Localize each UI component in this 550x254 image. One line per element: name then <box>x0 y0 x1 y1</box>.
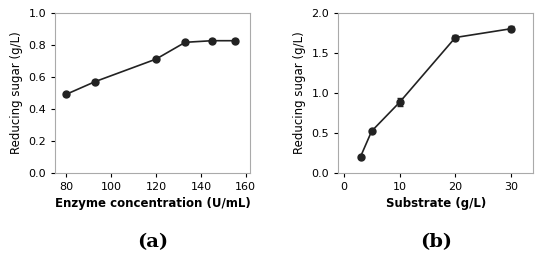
Y-axis label: Reducing sugar (g/L): Reducing sugar (g/L) <box>293 31 306 154</box>
Text: (a): (a) <box>137 233 168 251</box>
X-axis label: Substrate (g/L): Substrate (g/L) <box>386 197 486 210</box>
X-axis label: Enzyme concentration (U/mL): Enzyme concentration (U/mL) <box>55 197 251 210</box>
Y-axis label: Reducing sugar (g/L): Reducing sugar (g/L) <box>10 31 23 154</box>
Text: (b): (b) <box>420 233 452 251</box>
